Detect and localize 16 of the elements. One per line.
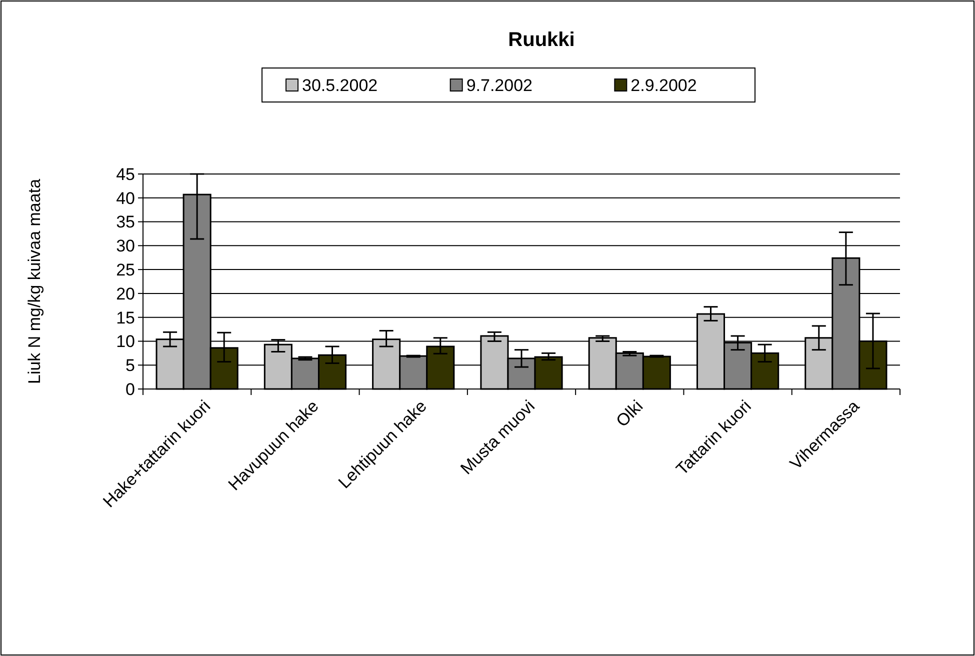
chart-title: Ruukki bbox=[508, 29, 575, 51]
y-tick-label: 40 bbox=[116, 188, 135, 208]
legend-label: 9.7.2002 bbox=[466, 76, 533, 95]
legend-label: 30.5.2002 bbox=[302, 76, 378, 95]
y-tick-label: 5 bbox=[126, 356, 135, 376]
y-tick-label: 20 bbox=[116, 284, 135, 304]
y-tick-label: 0 bbox=[126, 380, 135, 399]
legend-label: 2.9.2002 bbox=[630, 76, 697, 95]
y-tick-label: 15 bbox=[116, 308, 135, 328]
y-tick-label: 25 bbox=[116, 260, 135, 280]
y-tick-label: 35 bbox=[116, 212, 135, 232]
y-tick-label: 10 bbox=[116, 332, 135, 352]
y-axis-title: Liuk N mg/kg kuivaa maata bbox=[25, 178, 44, 384]
x-tick-label: Olki bbox=[612, 396, 647, 431]
y-tick-label: 30 bbox=[116, 236, 135, 256]
y-tick-label: 45 bbox=[116, 164, 135, 184]
